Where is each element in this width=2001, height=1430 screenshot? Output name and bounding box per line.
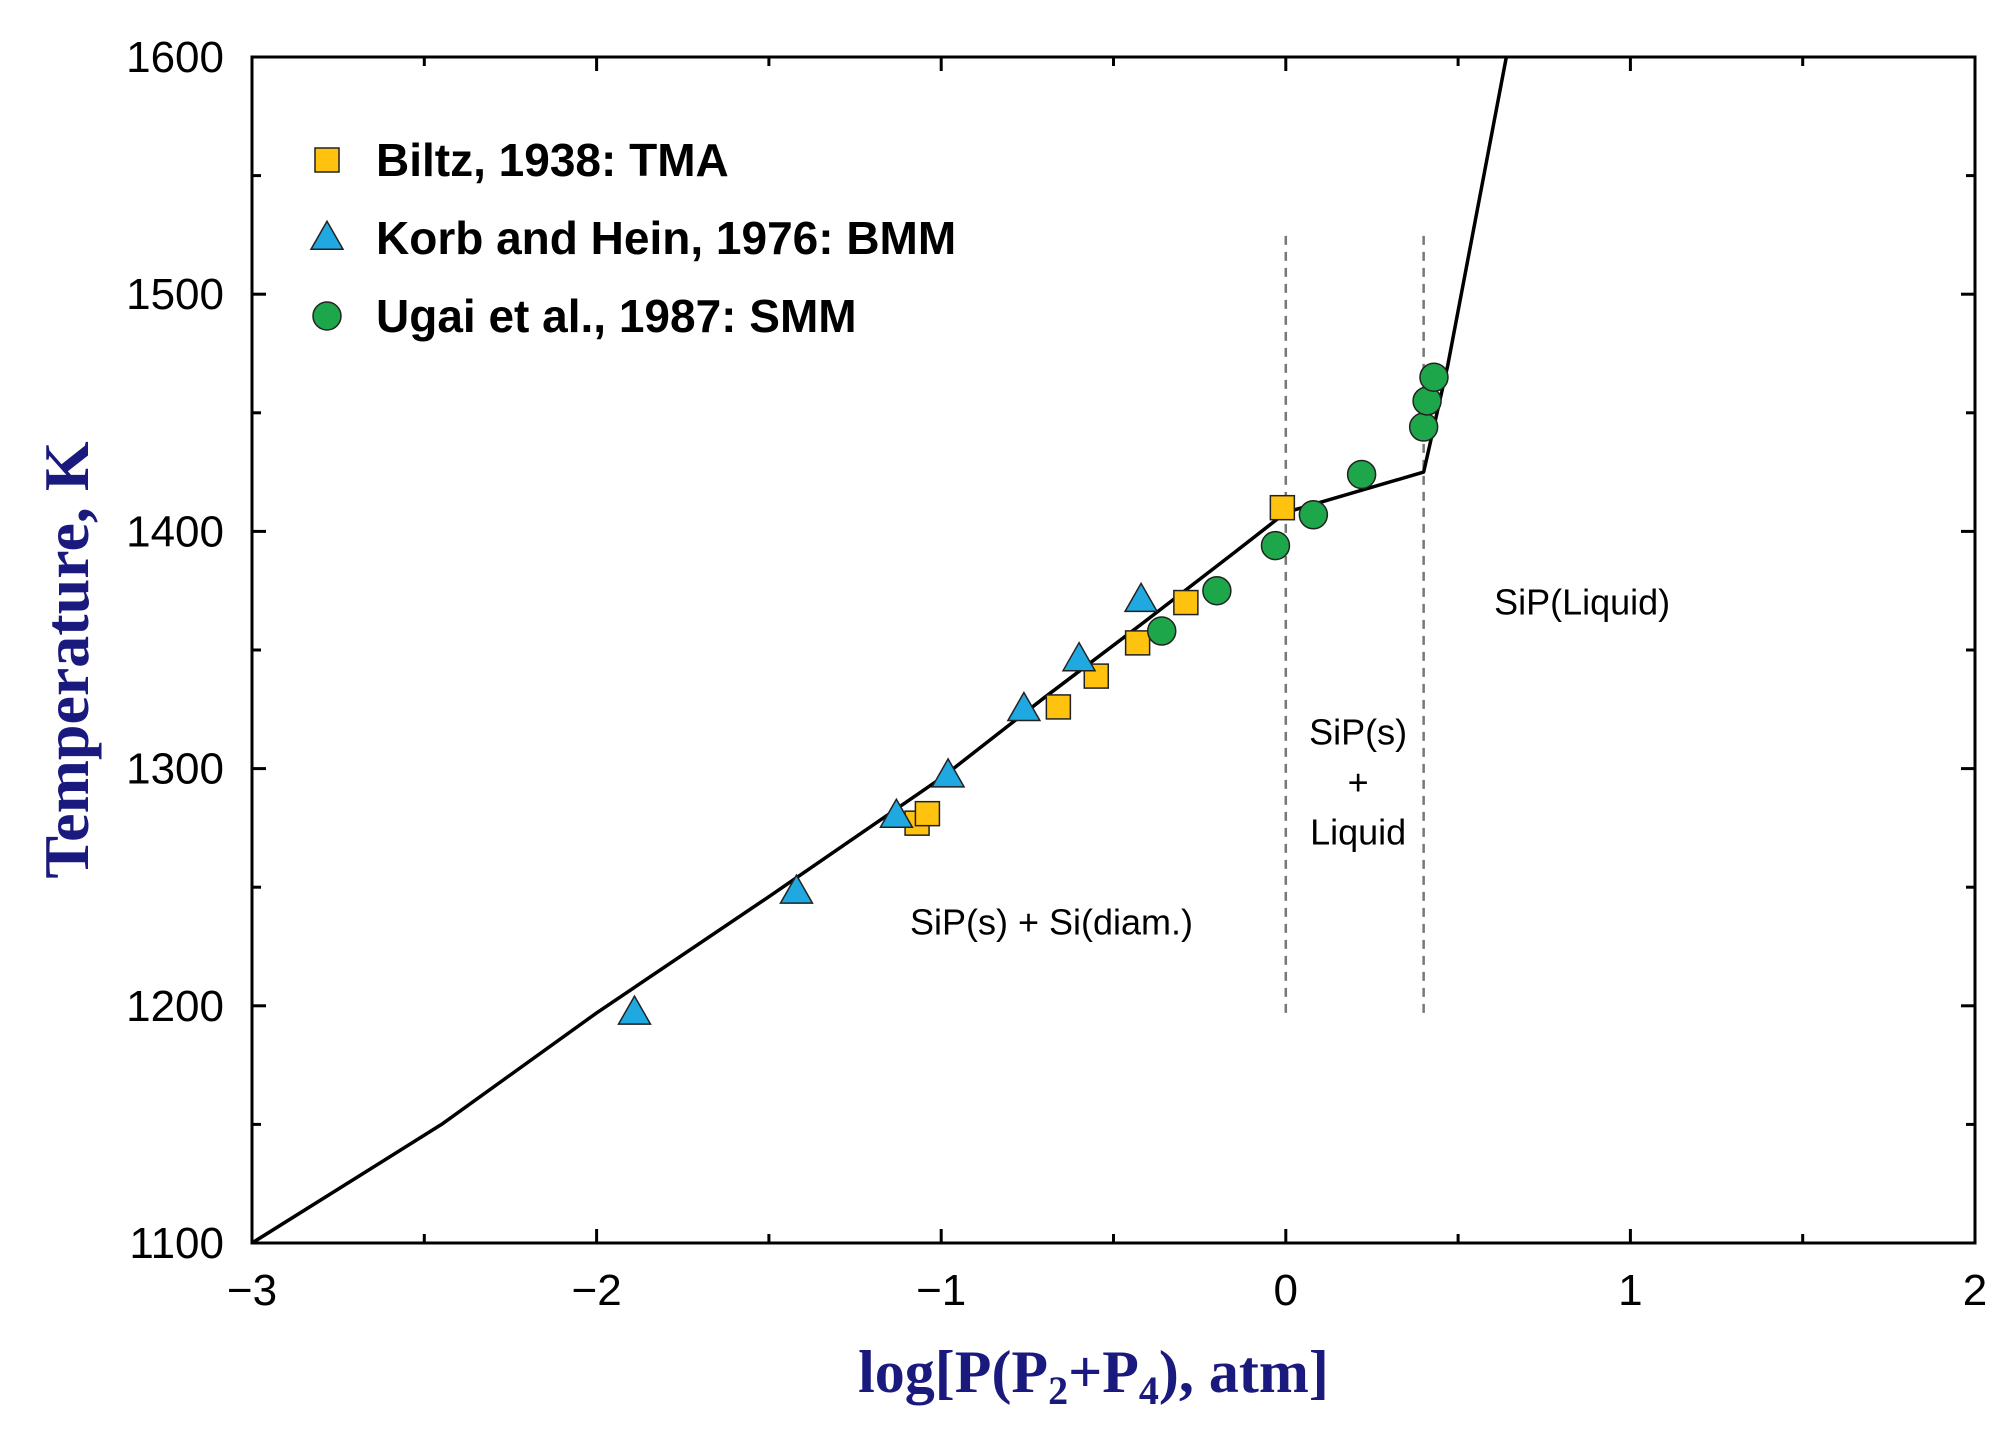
square-data-point	[1045, 694, 1072, 720]
y-tick-label: 1100	[129, 1219, 224, 1268]
legend-label: Biltz, 1938: TMA	[376, 134, 729, 186]
region-label-sipliq: SiP(s) + Liquid	[1309, 711, 1407, 852]
triangle-data-point	[1061, 641, 1097, 672]
legend: Biltz, 1938: TMA Korb and Hein, 1976: BMM…	[309, 134, 956, 342]
region-label-line: Liquid	[1310, 811, 1406, 852]
axis-ticks: −3 −2 −1 0 1 2 1100 1200 1300 1400 1500 1600	[126, 33, 1987, 1315]
square-data-point	[1173, 589, 1199, 616]
data-markers	[617, 362, 1449, 1025]
region-label-line: +	[1348, 761, 1369, 802]
triangle-data-point	[1123, 581, 1159, 613]
triangle-data-point	[617, 994, 652, 1025]
circle-data-point	[1260, 530, 1291, 561]
triangle-data-point	[1006, 690, 1042, 722]
circle-data-point	[1419, 362, 1449, 392]
legend-label: Ugai et al., 1987: SMM	[376, 290, 857, 342]
phase-boundary	[251, 56, 1509, 1245]
x-title-suffix: ), atm]	[1159, 1339, 1329, 1405]
x-tick-label: 0	[1274, 1266, 1298, 1315]
square-data-point	[914, 800, 941, 827]
circle-data-point	[1408, 412, 1439, 442]
x-title-sub1: 2	[1048, 1368, 1068, 1413]
y-tick-label: 1200	[126, 982, 224, 1031]
phase-boundary-line	[251, 56, 1509, 1245]
square-data-point	[1269, 494, 1296, 521]
circle-data-point	[1298, 500, 1329, 530]
x-tick-label: 2	[1963, 1266, 1987, 1315]
dashed-lines	[1284, 230, 1425, 1013]
legend-square-marker	[314, 147, 340, 173]
x-tick-label: −2	[572, 1266, 622, 1315]
legend-circle-marker	[312, 301, 342, 331]
x-title-prefix: log[P(P	[858, 1339, 1048, 1405]
triangle-data-point	[879, 797, 914, 828]
square-data-point	[1124, 630, 1151, 656]
circle-data-point	[1146, 616, 1177, 646]
x-title-middle: +P	[1068, 1339, 1139, 1405]
x-tick-label: −1	[916, 1266, 966, 1315]
y-axis-title: Temperature, K	[31, 441, 102, 879]
y-tick-label: 1400	[126, 507, 224, 556]
legend-label: Korb and Hein, 1976: BMM	[376, 212, 956, 264]
triangle-data-point	[779, 873, 814, 904]
y-tick-label: 1300	[126, 745, 224, 794]
y-tick-label: 1600	[126, 33, 224, 82]
region-labels: SiP(s) + Si(diam.) SiP(s) + Liquid SiP(Liqui…	[910, 581, 1670, 942]
circle-data-point	[1202, 575, 1232, 606]
x-tick-label: 1	[1618, 1266, 1642, 1315]
x-tick-label: −3	[227, 1266, 277, 1315]
triangle-data-point	[930, 757, 966, 788]
region-label-liquid: SiP(Liquid)	[1494, 581, 1670, 622]
circle-data-point	[1346, 459, 1377, 490]
x-title-sub2: 4	[1139, 1368, 1159, 1413]
y-tick-label: 1500	[126, 270, 224, 319]
region-label-line: SiP(Liquid)	[1494, 581, 1670, 622]
region-label-line: SiP(s)	[1309, 711, 1407, 752]
legend-triangle-marker	[309, 219, 345, 250]
x-axis-title: log[P(P2+P4), atm]	[858, 1339, 1329, 1413]
region-label-sisi: SiP(s) + Si(diam.)	[910, 902, 1193, 943]
region-label-line: SiP(s) + Si(diam.)	[910, 902, 1193, 943]
